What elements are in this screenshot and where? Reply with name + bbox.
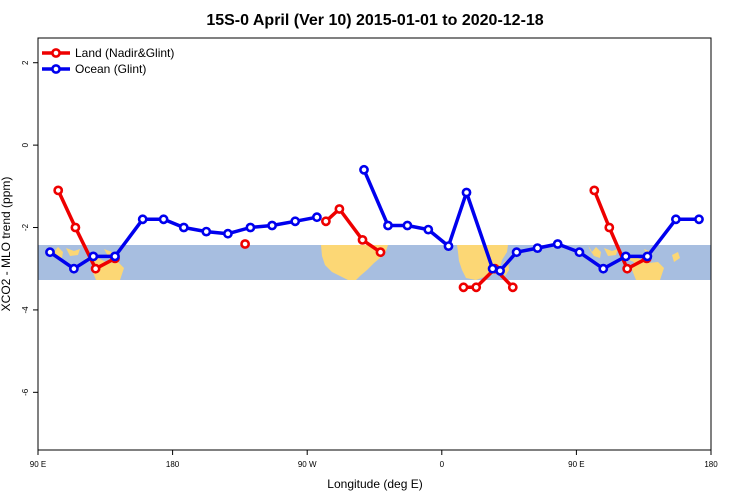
series-ocean-point	[359, 164, 369, 175]
series-ocean-point	[620, 251, 631, 262]
series-land-point	[589, 185, 600, 196]
series-ocean-point	[158, 214, 169, 225]
y-tick-label: -4	[21, 306, 30, 314]
legend-land-label: Land (Nadir&Glint)	[75, 46, 174, 60]
y-tick-label: -2	[21, 223, 30, 231]
series-land-line	[324, 207, 382, 254]
series-ocean	[45, 164, 704, 276]
y-axis-label: XCO2 - MLO trend (ppm)	[0, 177, 13, 312]
series-land-point	[604, 222, 615, 233]
series-ocean-point	[267, 220, 277, 231]
series-land-point	[90, 263, 101, 274]
y-tick-label: -6	[21, 388, 30, 396]
series-ocean-point	[552, 239, 563, 249]
legend-land-marker	[51, 48, 61, 58]
series-ocean-point	[694, 214, 704, 225]
series-land-point	[53, 185, 64, 196]
x-axis-label: Longitude (deg E)	[327, 477, 422, 491]
series-ocean-point	[671, 214, 681, 225]
series-ocean-point	[495, 265, 505, 276]
x-tick-label: 0	[440, 460, 445, 469]
series-land-point	[334, 204, 345, 214]
series-ocean-point	[402, 220, 413, 231]
series-ocean-point	[290, 216, 301, 227]
series-ocean-point	[383, 220, 393, 231]
series-land-point	[458, 282, 469, 293]
x-tick-label: 180	[704, 460, 718, 469]
series-ocean-point	[461, 187, 472, 198]
series-layer	[45, 164, 704, 293]
series-land-point	[70, 222, 81, 233]
series-ocean-point	[178, 222, 189, 233]
x-tick-label: 180	[166, 460, 180, 469]
legend: Land (Nadir&Glint) Ocean (Glint)	[42, 46, 174, 76]
x-tick-label: 90 E	[568, 460, 584, 469]
map-land-indonesia-right	[588, 245, 680, 280]
series-ocean-point	[45, 247, 55, 258]
series-ocean-point	[110, 251, 120, 262]
series-land-point	[471, 282, 482, 293]
series-ocean-point	[574, 247, 585, 258]
series-land-line	[463, 266, 515, 290]
series-land-point	[240, 239, 250, 249]
series-ocean-point	[511, 247, 522, 258]
series-ocean-point	[423, 224, 434, 235]
legend-ocean-marker	[51, 64, 61, 74]
map-land-indonesia-left	[50, 245, 124, 280]
y-axis: 2 0 -2 -4 -6	[21, 60, 38, 396]
series-ocean-point	[137, 214, 148, 225]
series-land-line	[56, 189, 116, 271]
y-tick-label: 0	[21, 142, 30, 147]
series-land-point	[357, 234, 368, 245]
series-ocean-point	[201, 226, 212, 237]
y-tick-label: 2	[21, 60, 30, 65]
series-ocean-point	[598, 263, 609, 274]
series-ocean-point	[311, 212, 322, 223]
series-ocean-point	[245, 222, 256, 233]
x-tick-label: 90 W	[298, 460, 317, 469]
series-ocean-point	[222, 228, 233, 239]
series-land-point	[622, 263, 633, 274]
series-land-line	[592, 189, 648, 271]
plot-frame	[37, 37, 712, 451]
legend-ocean-label: Ocean (Glint)	[75, 62, 146, 76]
series-land-point	[507, 282, 518, 293]
world-map-band	[38, 245, 711, 280]
chart-title: 15S-0 April (Ver 10) 2015-01-01 to 2020-…	[206, 12, 543, 29]
series-ocean-point	[69, 263, 79, 274]
series-ocean-point	[532, 243, 543, 253]
series-ocean-point	[443, 241, 454, 251]
x-tick-label: 90 E	[30, 460, 46, 469]
series-ocean-point	[487, 263, 498, 274]
series-land-point	[375, 247, 386, 258]
x-axis: 90 E 180 90 W 0 90 E 180	[30, 450, 718, 469]
series-ocean-point	[642, 251, 653, 262]
series-land-point	[320, 216, 331, 227]
series-ocean-point	[88, 251, 99, 262]
map-land-south-america	[321, 245, 388, 280]
